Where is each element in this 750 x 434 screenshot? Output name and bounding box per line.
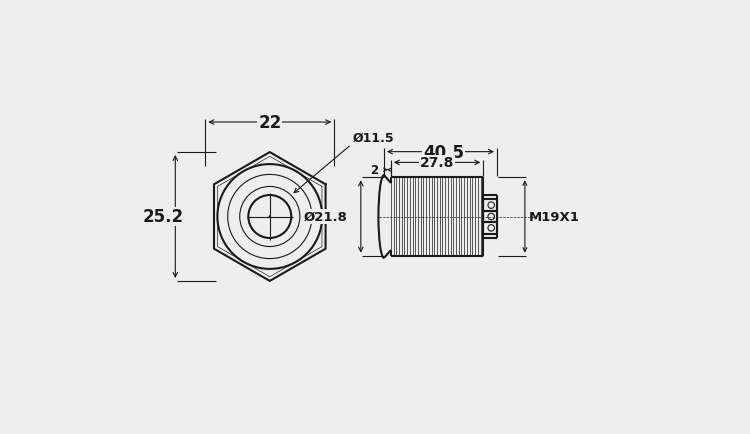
Text: 2: 2 xyxy=(370,164,378,177)
Bar xyxy=(483,200,497,211)
Text: 40.5: 40.5 xyxy=(423,143,464,161)
Bar xyxy=(483,211,497,223)
Text: 27.8: 27.8 xyxy=(420,156,454,170)
Text: M19X1: M19X1 xyxy=(528,210,579,224)
Text: 25.2: 25.2 xyxy=(142,208,184,226)
Text: Ø11.5: Ø11.5 xyxy=(352,131,394,144)
Text: Ø21.8: Ø21.8 xyxy=(304,210,348,224)
Bar xyxy=(483,223,497,234)
Circle shape xyxy=(268,216,271,218)
Text: 22: 22 xyxy=(258,114,281,132)
